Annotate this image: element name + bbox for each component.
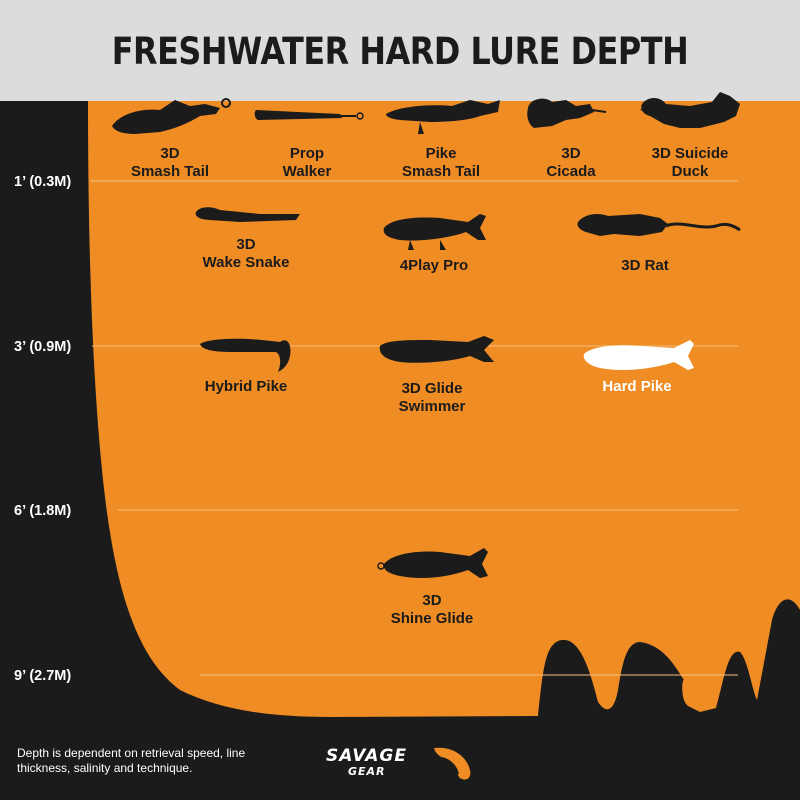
lure-label-line: Walker	[282, 163, 332, 180]
lure-icon-hybrid-pike	[200, 338, 291, 372]
brand-emblem-icon	[434, 747, 471, 780]
lure-label-line: 3D Glide	[401, 380, 463, 397]
lure-label-line: Wake Snake	[202, 254, 290, 271]
lure-label-line: Hard Pike	[602, 378, 672, 395]
lure-label-line: Hybrid Pike	[204, 378, 288, 395]
lure-icon-3d-glide-swimmer	[379, 336, 494, 363]
lure-label-line: Smash Tail	[401, 163, 481, 180]
brand-word-gear: GEAR	[348, 765, 386, 778]
lure-label-prop-walker: Prop Walker	[237, 145, 377, 181]
depth-label-1ft: 1’ (0.3M)	[14, 174, 72, 190]
lure-label-3d-glide-swimmer: 3D Glide Swimmer	[362, 380, 502, 416]
lure-label-line: Duck	[671, 163, 709, 180]
lure-icon-3d-rat	[577, 214, 741, 236]
depth-label-9ft: 9’ (2.7M)	[14, 668, 72, 684]
lure-label-3d-smash-tail: 3D Smash Tail	[100, 145, 240, 181]
lure-label-line: 3D	[236, 236, 256, 253]
lure-icon-hard-pike	[583, 340, 694, 370]
depth-label-3ft: 3’ (0.9M)	[14, 339, 72, 355]
lure-icon-3d-smash-tail	[112, 98, 231, 134]
brand-logo: SAVAGE GEAR	[326, 744, 476, 784]
lure-label-line: 3D	[160, 145, 180, 162]
lure-icon-3d-wake-snake	[195, 207, 300, 222]
lure-label-3d-wake-snake: 3D Wake Snake	[176, 236, 316, 272]
lure-label-line: 4Play Pro	[399, 257, 469, 274]
depth-footnote: Depth is dependent on retrieval speed, l…	[17, 746, 246, 775]
lure-label-line: 3D	[422, 592, 442, 609]
lure-label-hybrid-pike: Hybrid Pike	[176, 378, 316, 396]
lure-label-line: Swimmer	[398, 398, 466, 415]
lure-label-3d-cicada: 3D Cicada	[501, 145, 641, 181]
brand-word-savage: SAVAGE	[326, 746, 407, 766]
lure-icon-3d-shine-glide	[377, 548, 488, 578]
lure-label-line: 3D Rat	[621, 257, 669, 274]
lure-label-line: Pike	[425, 145, 457, 162]
lure-label-line: 3D Suicide	[651, 145, 729, 162]
header-band	[0, 0, 800, 101]
lure-label-hard-pike: Hard Pike	[567, 378, 707, 396]
lure-label-pike-smash-tail: Pike Smash Tail	[371, 145, 511, 181]
water-area	[88, 101, 800, 717]
lure-icon-3d-suicide-duck	[640, 92, 740, 128]
lure-label-line: Smash Tail	[130, 163, 210, 180]
lure-icon-prop-walker	[254, 110, 364, 120]
depth-label-6ft: 6’ (1.8M)	[14, 503, 72, 519]
lure-icon-pike-smash-tail	[386, 100, 500, 134]
lure-icon-4play-pro	[383, 214, 486, 250]
lure-label-line: 3D	[561, 145, 581, 162]
lure-label-3d-suicide-duck: 3D Suicide Duck	[620, 145, 760, 181]
lure-label-3d-rat: 3D Rat	[575, 257, 715, 275]
lure-label-line: Shine Glide	[390, 610, 474, 627]
lure-icon-3d-cicada	[527, 98, 607, 128]
page-title: FRESHWATER HARD LURE DEPTH	[111, 30, 689, 73]
lure-label-line: Prop	[289, 145, 325, 162]
lure-label-3d-shine-glide: 3D Shine Glide	[362, 592, 502, 628]
lure-label-line: Cicada	[546, 163, 596, 180]
lure-label-4play-pro: 4Play Pro	[364, 257, 504, 275]
